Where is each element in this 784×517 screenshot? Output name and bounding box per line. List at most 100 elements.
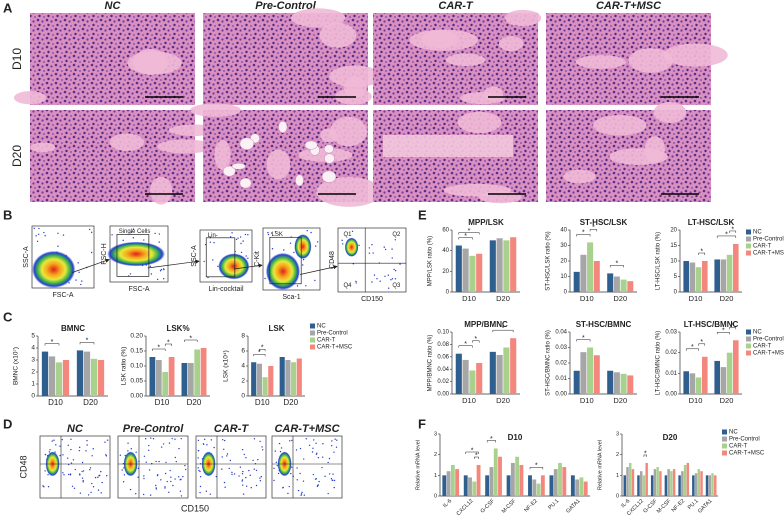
event-dot bbox=[310, 231, 312, 234]
event-dot bbox=[82, 470, 85, 472]
event-dot bbox=[81, 461, 84, 464]
y-tick-label: 4 bbox=[241, 363, 245, 370]
event-dot bbox=[331, 440, 333, 442]
event-dot bbox=[90, 491, 92, 494]
y-axis-label: Relative mRNA level bbox=[597, 440, 603, 490]
event-dot bbox=[184, 464, 186, 467]
bone-region bbox=[644, 136, 665, 163]
event-dot bbox=[127, 442, 129, 444]
event-dot bbox=[314, 279, 316, 282]
significance-label: * bbox=[582, 335, 585, 342]
event-dot bbox=[260, 475, 263, 478]
legend-label: NC bbox=[317, 324, 326, 330]
chart-title: BMNC bbox=[61, 324, 85, 333]
significance-bracket bbox=[729, 230, 737, 233]
event-dot bbox=[226, 453, 229, 455]
bar bbox=[476, 253, 483, 292]
y-tick-label: 0 bbox=[241, 393, 245, 400]
event-dot bbox=[371, 281, 373, 283]
event-dot bbox=[252, 459, 254, 462]
y-tick-label: 20 bbox=[442, 269, 449, 275]
plot-title: CAR-T bbox=[214, 423, 249, 435]
event-dot bbox=[243, 453, 245, 456]
gate-label: LSK bbox=[272, 232, 283, 238]
event-dot bbox=[312, 473, 315, 476]
bone-region bbox=[653, 101, 687, 123]
x-tick-label: D20 bbox=[496, 294, 510, 303]
event-dot bbox=[324, 475, 326, 478]
y-tick-label: 0.20 bbox=[130, 333, 143, 340]
y-tick-label: 8 bbox=[241, 333, 245, 340]
gate-arrow bbox=[299, 265, 338, 275]
event-dot bbox=[233, 473, 236, 475]
y-axis-label: LSK ratio (%) bbox=[121, 347, 128, 386]
event-dot bbox=[249, 474, 251, 476]
event-dot bbox=[62, 234, 65, 236]
bone-region bbox=[498, 35, 524, 52]
event-dot bbox=[383, 246, 385, 248]
event-dot bbox=[87, 494, 90, 496]
bar bbox=[485, 475, 490, 496]
bar bbox=[720, 259, 727, 292]
panel-label: D bbox=[3, 416, 12, 431]
significance-label: * bbox=[468, 228, 471, 235]
x-tick-label: D10 bbox=[155, 398, 170, 407]
legend-label: Pre-Control bbox=[753, 337, 784, 343]
event-dot bbox=[221, 439, 224, 441]
bone-region bbox=[628, 48, 673, 73]
event-dot bbox=[78, 446, 81, 449]
legend-label: NC bbox=[753, 230, 762, 236]
chart-title: MPP/LSK bbox=[468, 218, 504, 227]
bar bbox=[455, 469, 460, 496]
significance-bracket bbox=[474, 456, 479, 459]
x-tick-label: D10 bbox=[48, 398, 63, 407]
event-dot bbox=[209, 241, 212, 243]
legend-swatch bbox=[310, 337, 315, 343]
event-dot bbox=[61, 438, 63, 441]
bar bbox=[714, 259, 720, 292]
y-tick-label: 0 bbox=[564, 290, 568, 296]
event-dot bbox=[358, 244, 360, 246]
event-dot bbox=[317, 484, 320, 486]
event-dot bbox=[67, 444, 69, 446]
event-dot bbox=[155, 460, 157, 463]
event-dot bbox=[282, 486, 284, 489]
bone-region bbox=[157, 139, 213, 154]
event-dot bbox=[123, 474, 126, 476]
event-dot bbox=[174, 478, 176, 480]
chart-title: LT-HSC/BMNC bbox=[684, 320, 739, 329]
event-dot bbox=[111, 234, 113, 236]
bone-region bbox=[127, 51, 182, 75]
fibrosis-region bbox=[383, 135, 513, 157]
significance-label: * bbox=[261, 345, 264, 352]
legend-swatch bbox=[722, 436, 727, 442]
x-axis-label: Sca-1 bbox=[282, 294, 300, 301]
y-tick-label: 0.04 bbox=[555, 330, 567, 336]
event-dot bbox=[130, 231, 133, 233]
event-dot bbox=[267, 233, 270, 236]
event-dot bbox=[328, 457, 331, 460]
y-tick-label: 0.00 bbox=[555, 392, 567, 398]
bar bbox=[469, 370, 476, 394]
event-dot bbox=[198, 469, 200, 472]
event-dot bbox=[162, 443, 165, 445]
bar bbox=[562, 467, 567, 496]
bar bbox=[702, 261, 708, 292]
event-dot bbox=[80, 283, 82, 286]
event-dot bbox=[170, 476, 172, 478]
event-dot bbox=[67, 473, 70, 476]
significance-bracket bbox=[458, 237, 473, 240]
gate bbox=[116, 234, 150, 277]
event-dot bbox=[299, 472, 301, 475]
event-dot bbox=[328, 473, 331, 475]
event-dot bbox=[89, 467, 92, 469]
event-dot bbox=[335, 446, 338, 448]
x-tick-label: D20 bbox=[283, 398, 298, 407]
event-dot bbox=[206, 444, 208, 446]
bone-region bbox=[593, 115, 647, 136]
event-dot bbox=[270, 232, 273, 234]
y-tick-label: 1 bbox=[434, 473, 437, 479]
y-tick-label: 0 bbox=[674, 290, 678, 296]
event-dot bbox=[371, 243, 373, 246]
significance-label: * bbox=[582, 230, 585, 237]
